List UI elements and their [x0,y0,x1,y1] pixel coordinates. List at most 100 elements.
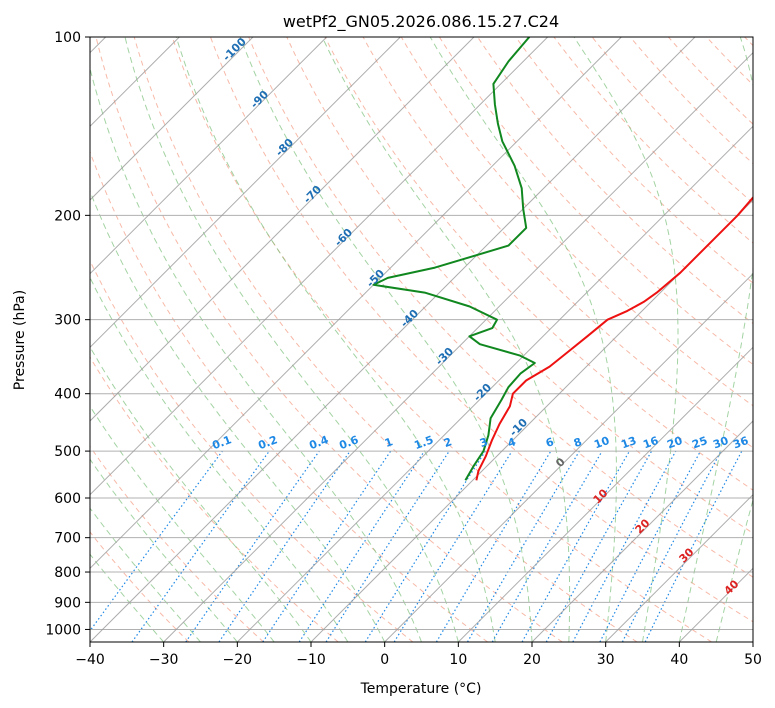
moist-adiabat [90,458,238,642]
dry-adiabat [90,531,190,642]
isotherm-gridline [310,199,753,642]
x-tick-label: 20 [523,652,541,668]
isotherm-gridline [90,37,622,570]
y-axis-label: Pressure (hPa) [12,290,28,390]
dry-adiabat [90,259,414,642]
mixing-ratio-label: 36 [731,434,750,452]
mixing-ratio-line [491,450,603,642]
x-tick-label: 10 [449,652,467,668]
mixing-ratio-label: 4 [506,435,518,450]
mixing-ratio-label: 0.4 [307,433,330,452]
moist-adiabat [321,37,571,642]
y-tick-label: 900 [54,595,81,611]
isotherm-gridline [752,641,753,642]
temperature-profile-line [475,196,753,481]
mixing-ratio-label: 13 [619,434,638,451]
isotherm-gridline [90,37,475,422]
dry-adiabat [286,37,753,534]
y-tick-label: 800 [54,565,81,581]
y-tick-label: 100 [54,30,81,46]
mixing-ratio-line [90,450,223,632]
mixing-ratio-line [218,450,351,642]
x-tick-label: 0 [380,652,389,668]
x-tick-label: 50 [744,652,762,668]
isotherm-gridline [90,37,549,496]
moist-adiabat [429,37,617,642]
mixing-ratio-line [364,450,486,642]
moist-adiabat [175,37,496,642]
dry-adiabat [248,37,753,578]
isotherm-gridline [531,420,753,642]
mixing-ratio-label: 1 [383,435,395,450]
y-tick-label: 600 [54,491,81,507]
mixing-ratio-label: 6 [544,435,556,450]
y-tick-label: 700 [54,531,81,547]
mixing-ratio-label: 25 [690,434,709,451]
profile-lines [372,37,753,481]
y-tick-label: 1000 [45,622,81,638]
plot-background [90,37,753,642]
isotherm-gridline [605,493,753,642]
mixing-ratio-label: 2 [442,435,454,450]
mixing-ratio-label: 0.2 [256,433,279,452]
moist-adiabat [90,66,422,642]
plot-frame [89,36,754,643]
mixing-ratio-label: 20 [665,434,684,452]
mixing-ratio-label: 30 [711,434,730,452]
moist-adiabat [90,405,275,642]
dry-adiabat [400,37,753,407]
mixing-ratio-line [435,450,552,642]
mixing-ratio-line [466,450,580,642]
dry-adiabat [90,356,339,642]
mixing-ratio-label: 0.6 [337,433,360,452]
y-tick-label: 300 [54,313,81,329]
mixing-ratio-label: 16 [641,434,660,452]
mixing-ratio-label: 1.5 [412,433,435,452]
x-axis: −40 −30 −20 −10 0 10 20 30 40 50 [75,642,762,668]
x-tick-label: −40 [75,652,105,668]
mixing-ratio-label: 8 [572,435,584,450]
mixing-ratio-line [521,450,631,642]
isotherm-gridline [90,37,254,201]
moist-adiabat [90,553,165,642]
mixing-ratio-line [131,450,270,642]
x-tick-label: 30 [597,652,615,668]
isotherm-gridline [90,37,696,642]
isotherm-gridline [90,37,401,349]
x-axis-label: Temperature (°C) [360,681,482,697]
dry-adiabat [210,37,753,623]
isotherm-gridline [457,346,753,642]
mixing-ratio-line [185,450,320,642]
y-axis: 1000 900 800 700 600 500 400 300 200 100 [45,30,90,638]
dewpoint-profile-line [372,37,536,481]
dry-adiabat [438,37,753,366]
mixing-ratio-line [325,450,450,642]
chart-title: wetPf2_GN05.2026.086.15.27.C24 [283,12,559,32]
x-tick-label: −10 [296,652,326,668]
mixing-ratio-label: 10 [592,434,611,452]
y-tick-label: 200 [54,208,81,224]
dry-adiabat [133,37,638,642]
moist-adiabat [678,37,753,642]
mixing-ratio-label: 0.1 [210,433,233,452]
mixing-ratio-line [572,450,677,642]
x-tick-label: 40 [670,652,688,668]
isotherm-gridline [236,125,753,642]
dry-adiabat [324,37,753,491]
y-tick-label: 500 [54,444,81,460]
x-tick-label: −20 [223,652,253,668]
moist-adiabat [90,276,349,642]
background-lines [90,37,753,642]
isotherm-gridline [384,272,753,642]
mixing-ratio-label: 3 [478,435,490,450]
moist-adiabat [573,37,679,642]
mixing-ratio-line [393,450,513,642]
moist-adiabat [715,497,753,642]
isotherm-gridline [90,37,328,275]
y-tick-label: 400 [54,387,81,403]
moist-adiabat [90,189,386,642]
isotherm-gridline [163,51,753,642]
moist-adiabat [90,507,201,642]
moist-adiabat [124,37,459,642]
